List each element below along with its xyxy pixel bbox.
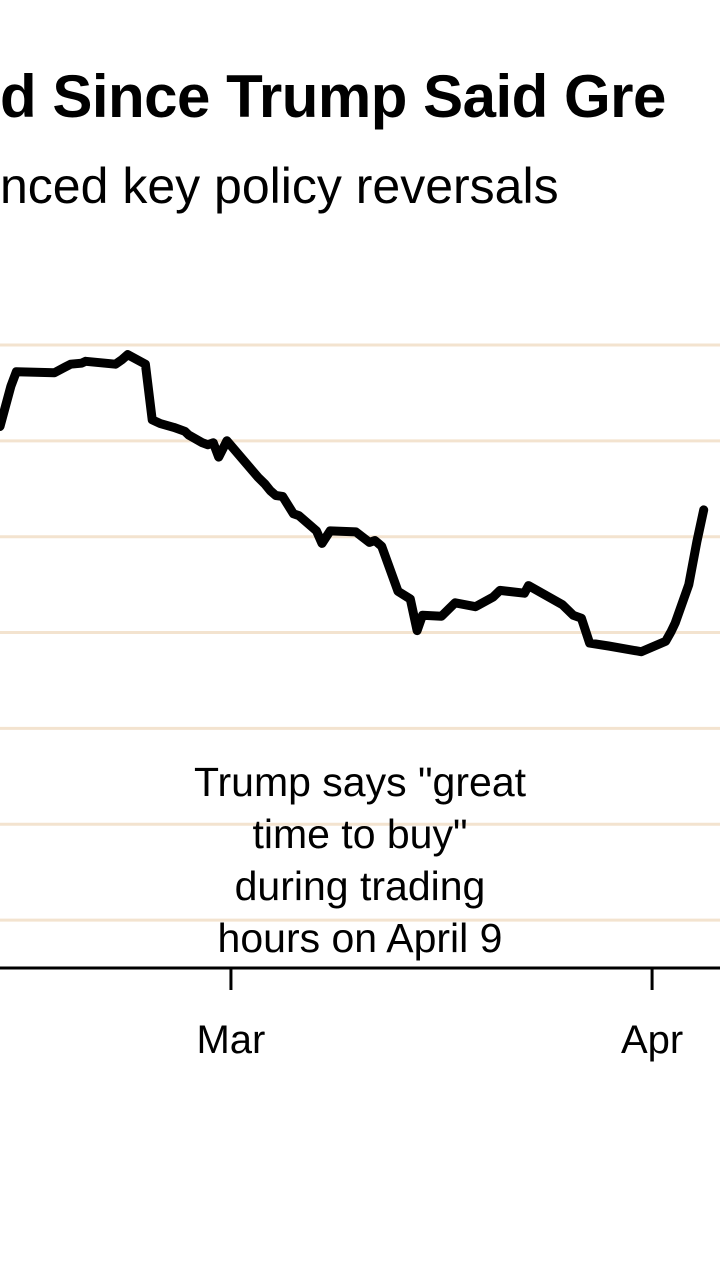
x-axis: Mar Apr bbox=[0, 968, 720, 1062]
annotation-line: time to buy" bbox=[0, 808, 720, 860]
annotation-line: Trump says "great bbox=[0, 756, 720, 808]
annotation-april-9: Trump says "great time to buy" during tr… bbox=[0, 756, 720, 964]
series-line bbox=[0, 355, 704, 652]
series-layer bbox=[0, 355, 704, 652]
annotation-line: during trading bbox=[0, 860, 720, 912]
x-tick-label: Apr bbox=[621, 1018, 683, 1062]
line-chart: Mar Apr bbox=[0, 0, 720, 1280]
x-tick-label: Mar bbox=[196, 1018, 265, 1062]
annotation-line: hours on April 9 bbox=[0, 912, 720, 964]
